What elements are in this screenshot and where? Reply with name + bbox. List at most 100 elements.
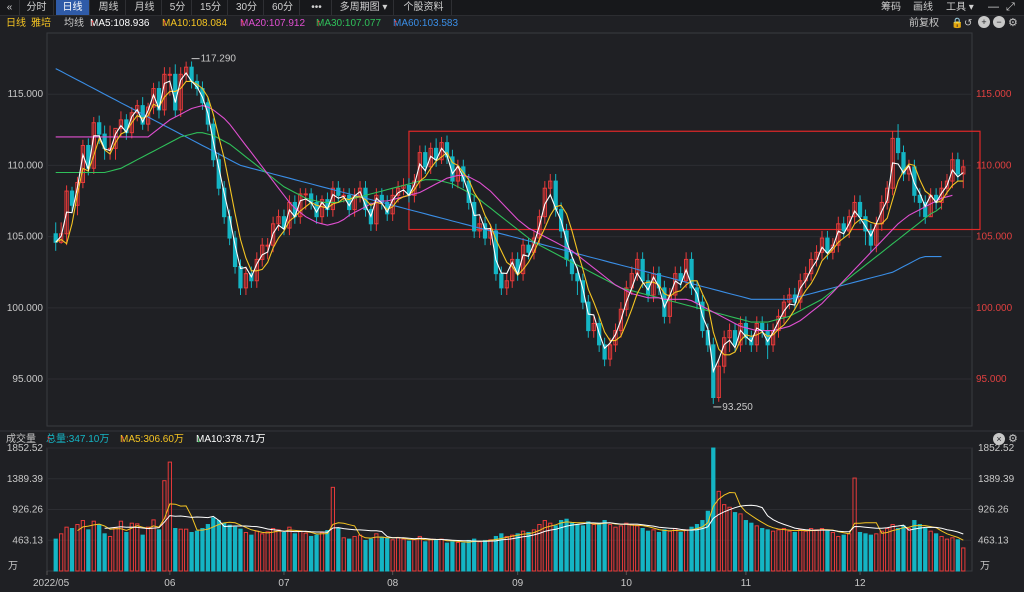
close-icon[interactable]: × — [993, 433, 1005, 445]
volume-bar — [825, 530, 830, 572]
volume-bar — [488, 539, 493, 572]
stock-profile-button[interactable]: 个股资料 — [396, 0, 452, 15]
volume-bar — [91, 520, 96, 572]
volume-bar — [569, 522, 575, 572]
candle-body — [825, 237, 830, 253]
volume-bar — [113, 527, 118, 572]
volume-bar — [140, 534, 145, 572]
candle-body — [847, 216, 852, 232]
adjust-label[interactable]: 前复权 — [909, 18, 939, 29]
volume-bar — [798, 529, 803, 572]
candle-body — [173, 73, 178, 111]
tab-60min[interactable]: 60分 — [266, 0, 300, 15]
undo-icon[interactable]: ↺ — [964, 18, 973, 29]
ma5-line — [55, 71, 964, 374]
tab-weekly[interactable]: 周线 — [92, 0, 126, 15]
high-annotation: 117.290 — [201, 54, 237, 65]
volume-bar — [173, 528, 178, 572]
chips-button[interactable]: 筹码 — [881, 2, 901, 13]
candle-body — [689, 258, 694, 289]
volume-bar — [722, 504, 727, 572]
more-periods-button[interactable]: ••• — [302, 0, 332, 15]
volume-bar — [205, 524, 211, 572]
zoom-out-icon[interactable]: − — [993, 16, 1005, 28]
candle-body — [950, 159, 955, 182]
volume-bar — [841, 534, 846, 572]
tab-intraday[interactable]: 分时 — [20, 0, 54, 15]
volume-bar — [281, 531, 287, 572]
candle-body — [526, 244, 531, 253]
volume-bar — [472, 538, 477, 572]
price-tick-right: 105.000 — [976, 232, 1013, 243]
volume-bar — [162, 480, 167, 572]
candle-body — [178, 73, 183, 111]
volume-bar — [906, 528, 912, 572]
price-tick-right: 110.000 — [976, 160, 1012, 171]
volume-bar — [868, 534, 874, 572]
volume-bar — [575, 524, 580, 572]
mode-label[interactable]: 雅培 — [31, 18, 51, 29]
volume-bar — [482, 539, 488, 572]
expand-icon[interactable]: ⤢ — [1006, 1, 1015, 13]
volume-bar — [749, 522, 754, 572]
draw-line-button[interactable]: 画线 — [913, 2, 933, 13]
volume-bar — [787, 530, 792, 572]
volume-bar — [151, 519, 156, 572]
candle-body — [319, 199, 325, 218]
volume-bar — [548, 522, 553, 572]
zoom-in-icon[interactable]: + — [978, 16, 990, 28]
period-label: 日线 — [6, 18, 26, 29]
multi-period-dropdown[interactable]: 多周期图 ▾ — [334, 0, 394, 15]
volume-header: 成交量 总量:347.10万 ↑ MA5:306.60万 ↑ MA10:378.71… — [6, 433, 1018, 445]
volume-bar — [184, 528, 189, 572]
candle-body — [895, 137, 901, 154]
tab-monthly[interactable]: 月线 — [128, 0, 162, 15]
candle-body — [504, 280, 509, 289]
volume-bar — [836, 535, 841, 572]
volume-bar — [711, 447, 716, 572]
volume-bar — [390, 539, 395, 572]
volume-bar — [102, 533, 107, 572]
candle-body — [607, 344, 613, 360]
tab-daily[interactable]: 日线 — [56, 0, 90, 15]
minimize-icon[interactable]: — — [988, 1, 999, 13]
volume-bar — [635, 525, 640, 572]
gear-icon[interactable]: ⚙ — [1008, 17, 1018, 29]
ma60-line — [55, 68, 942, 300]
volume-bar — [227, 524, 232, 572]
candle-body — [602, 344, 607, 360]
ma-title[interactable]: 均线 — [64, 18, 84, 29]
volume-bar — [531, 529, 537, 572]
volume-bar — [504, 535, 509, 572]
candle-body — [482, 223, 488, 239]
volume-bar — [939, 535, 944, 572]
lock-icon[interactable]: 🔒 — [951, 18, 964, 29]
candle-body — [537, 216, 542, 239]
volume-bar — [439, 538, 444, 572]
volume-bar — [895, 528, 901, 572]
volume-bar — [200, 528, 205, 572]
volume-bar — [852, 477, 857, 572]
tab-30min[interactable]: 30分 — [230, 0, 264, 15]
volume-gear-icon[interactable]: ⚙ — [1008, 433, 1018, 445]
volume-bar — [743, 520, 749, 572]
volume-bar — [303, 532, 308, 572]
tools-dropdown[interactable]: 工具 ▾ — [946, 2, 974, 13]
chevron-left-icon[interactable]: « — [0, 0, 20, 15]
x-tick-label: 07 — [278, 578, 290, 589]
tab-15min[interactable]: 15分 — [194, 0, 228, 15]
volume-tick-right: 463.13 — [978, 535, 1009, 546]
volume-bar — [738, 513, 743, 572]
volume-bar — [69, 528, 75, 572]
candle-body — [683, 258, 689, 282]
candle-body — [678, 273, 683, 282]
tab-5min[interactable]: 5分 — [164, 0, 192, 15]
candle-body — [732, 330, 738, 346]
volume-bar — [363, 539, 368, 572]
volume-bar — [819, 528, 825, 572]
volume-bar — [591, 524, 596, 572]
candle-body — [618, 308, 624, 332]
candle-body — [276, 216, 281, 225]
